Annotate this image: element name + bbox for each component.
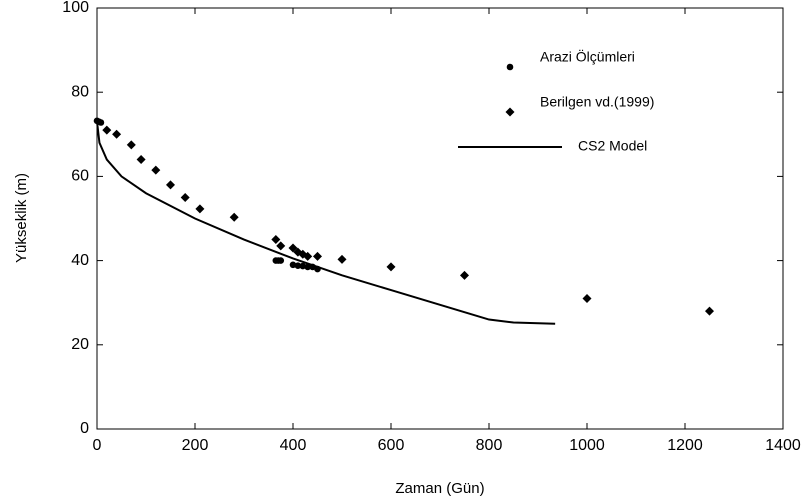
legend-label: Arazi Ölçümleri (540, 48, 635, 65)
data-point (460, 270, 469, 280)
x-axis-label: Zaman (Gün) (395, 480, 484, 497)
data-point (271, 235, 281, 245)
data-point (386, 262, 396, 272)
x-tick-label: 1000 (569, 437, 605, 454)
x-tick-label: 1400 (765, 437, 801, 454)
data-point (126, 140, 136, 150)
x-tick-label: 400 (280, 437, 307, 454)
x-tick-label: 600 (378, 437, 405, 454)
y-tick-label: 100 (62, 0, 89, 16)
legend-label: CS2 Model (578, 138, 647, 154)
data-point (102, 125, 112, 135)
legend-marker (505, 107, 515, 117)
data-point (705, 306, 714, 316)
data-point (313, 251, 322, 261)
y-axis-label: Yükseklik (m) (13, 173, 30, 263)
x-tick-label: 800 (476, 437, 503, 454)
legend-label: Berilgen vd.(1999) (540, 94, 654, 110)
data-point (288, 243, 298, 253)
data-point (277, 257, 285, 264)
y-tick-label: 20 (71, 336, 89, 353)
data-point (97, 119, 105, 126)
data-point (337, 254, 347, 264)
plot-frame (96, 7, 784, 430)
data-point (195, 204, 205, 214)
y-tick-label: 60 (71, 168, 89, 185)
data-point (289, 261, 297, 269)
data-point (136, 155, 146, 165)
data-point (112, 129, 122, 139)
data-point (151, 165, 161, 175)
y-tick-label: 0 (80, 420, 89, 437)
x-tick-label: 200 (182, 437, 209, 454)
model-line (96, 121, 556, 325)
y-tick-label: 80 (71, 83, 89, 100)
data-point (180, 192, 190, 202)
data-point (229, 212, 239, 222)
data-point (276, 241, 286, 251)
legend-marker (506, 63, 514, 71)
data-point (582, 293, 592, 303)
data-point (299, 262, 307, 270)
y-tick-label: 40 (71, 252, 89, 269)
data-point (294, 262, 302, 269)
data-point (166, 180, 175, 190)
data-point (303, 251, 313, 261)
data-point (304, 263, 312, 271)
x-tick-label: 0 (93, 437, 102, 454)
x-tick-label: 1200 (667, 437, 703, 454)
